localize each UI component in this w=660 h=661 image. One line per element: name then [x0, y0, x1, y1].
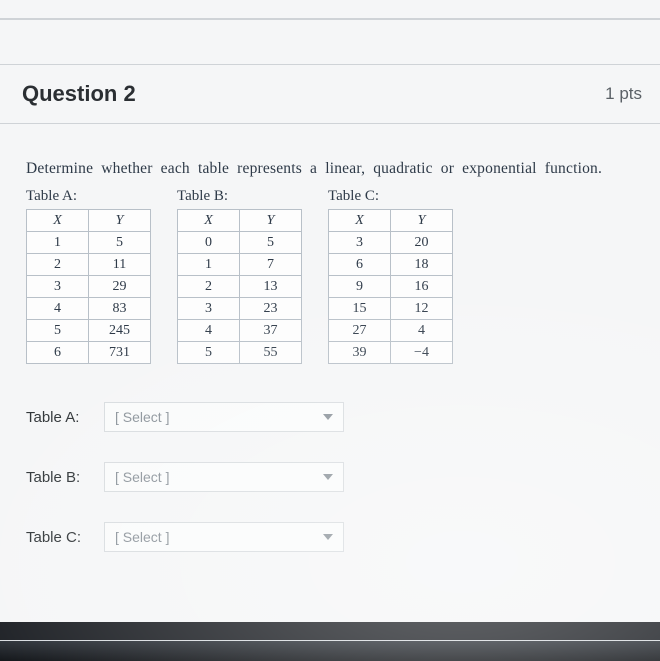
question-header: Question 2 1 pts — [0, 64, 660, 124]
table-row: 5245 — [27, 320, 151, 342]
select-table-b[interactable]: [ Select ] — [104, 462, 344, 492]
table-a-wrap: Table A: X Y 15 211 329 483 5245 6731 — [26, 188, 151, 364]
table-row: 329 — [27, 276, 151, 298]
col-header-x: X — [329, 210, 391, 232]
question-title: Question 2 — [22, 81, 136, 107]
device-bezel — [0, 641, 660, 661]
table-row: 323 — [178, 298, 302, 320]
table-row: 213 — [178, 276, 302, 298]
table-row: 320 — [329, 232, 453, 254]
table-row: 6731 — [27, 342, 151, 364]
chevron-down-icon — [323, 534, 333, 540]
col-header-x: X — [27, 210, 89, 232]
select-row-b: Table B: [ Select ] — [26, 462, 642, 492]
table-c-wrap: Table C: X Y 320 618 916 1512 274 39−4 — [328, 188, 453, 364]
top-divider — [0, 18, 660, 20]
table-row: X Y — [27, 210, 151, 232]
table-row: 483 — [27, 298, 151, 320]
col-header-y: Y — [89, 210, 151, 232]
table-row: 211 — [27, 254, 151, 276]
table-row: 555 — [178, 342, 302, 364]
question-points: 1 pts — [605, 84, 642, 104]
select-placeholder: [ Select ] — [115, 409, 169, 425]
col-header-x: X — [178, 210, 240, 232]
col-header-y: Y — [240, 210, 302, 232]
answer-selects: Table A: [ Select ] Table B: [ Select ] … — [26, 402, 642, 552]
table-row: 17 — [178, 254, 302, 276]
table-row: 437 — [178, 320, 302, 342]
chevron-down-icon — [323, 474, 333, 480]
select-placeholder: [ Select ] — [115, 469, 169, 485]
table-row: 05 — [178, 232, 302, 254]
table-a: X Y 15 211 329 483 5245 6731 — [26, 209, 151, 364]
select-table-c[interactable]: [ Select ] — [104, 522, 344, 552]
select-row-c: Table C: [ Select ] — [26, 522, 642, 552]
select-label-b: Table B: — [26, 469, 104, 486]
table-b-label: Table B: — [177, 188, 302, 205]
question-prompt: Determine whether each table represents … — [26, 160, 642, 178]
col-header-y: Y — [391, 210, 453, 232]
table-row: X Y — [329, 210, 453, 232]
table-c: X Y 320 618 916 1512 274 39−4 — [328, 209, 453, 364]
table-row: 1512 — [329, 298, 453, 320]
table-c-label: Table C: — [328, 188, 453, 205]
tables-row: Table A: X Y 15 211 329 483 5245 6731 Ta… — [26, 188, 642, 364]
table-row: 274 — [329, 320, 453, 342]
select-label-a: Table A: — [26, 409, 104, 426]
table-row: 618 — [329, 254, 453, 276]
table-row: 15 — [27, 232, 151, 254]
table-row: X Y — [178, 210, 302, 232]
quiz-page: Question 2 1 pts Determine whether each … — [0, 0, 660, 640]
table-a-label: Table A: — [26, 188, 151, 205]
select-row-a: Table A: [ Select ] — [26, 402, 642, 432]
chevron-down-icon — [323, 414, 333, 420]
table-row: 916 — [329, 276, 453, 298]
table-b-wrap: Table B: X Y 05 17 213 323 437 555 — [177, 188, 302, 364]
select-placeholder: [ Select ] — [115, 529, 169, 545]
select-label-c: Table C: — [26, 529, 104, 546]
question-content: Determine whether each table represents … — [26, 160, 642, 582]
table-b: X Y 05 17 213 323 437 555 — [177, 209, 302, 364]
select-table-a[interactable]: [ Select ] — [104, 402, 344, 432]
table-row: 39−4 — [329, 342, 453, 364]
